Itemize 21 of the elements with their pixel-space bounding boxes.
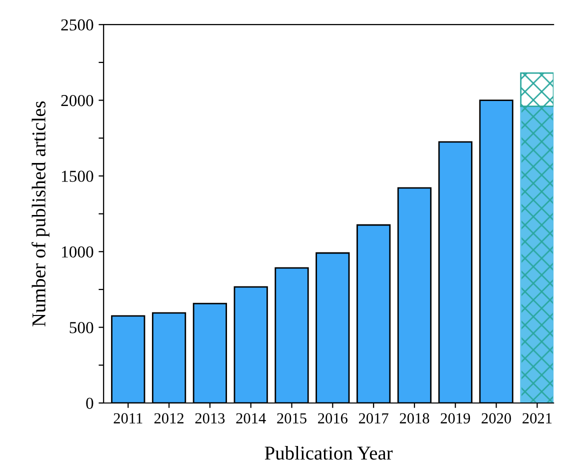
y-axis-title: Number of published articles <box>32 101 50 326</box>
x-tick-label: 2020 <box>482 413 511 424</box>
x-tick-label: 2015 <box>277 413 306 424</box>
x-tick-label: 2011 <box>114 413 142 424</box>
x-tick-label: 2019 <box>440 413 470 424</box>
x-tick-label: 2018 <box>400 413 430 424</box>
x-tick-label: 2012 <box>154 413 184 424</box>
y-tick-label: 2500 <box>61 19 94 31</box>
y-tick-label: 1000 <box>62 246 94 258</box>
y-tick-label: 1500 <box>62 170 94 182</box>
x-tick-label: 2021 <box>522 413 552 424</box>
bar <box>520 72 554 108</box>
y-tick-label: 500 <box>70 322 94 334</box>
x-tick-label: 2016 <box>318 413 348 424</box>
x-axis-title: Publication Year <box>264 446 393 460</box>
y-tick-label: 2000 <box>61 94 94 106</box>
x-tick-label: 2014 <box>236 413 266 424</box>
x-tick-label: 2013 <box>195 413 225 424</box>
y-tick-label: 0 <box>86 398 94 409</box>
bar <box>520 106 554 403</box>
x-tick-label: 2017 <box>358 413 388 424</box>
